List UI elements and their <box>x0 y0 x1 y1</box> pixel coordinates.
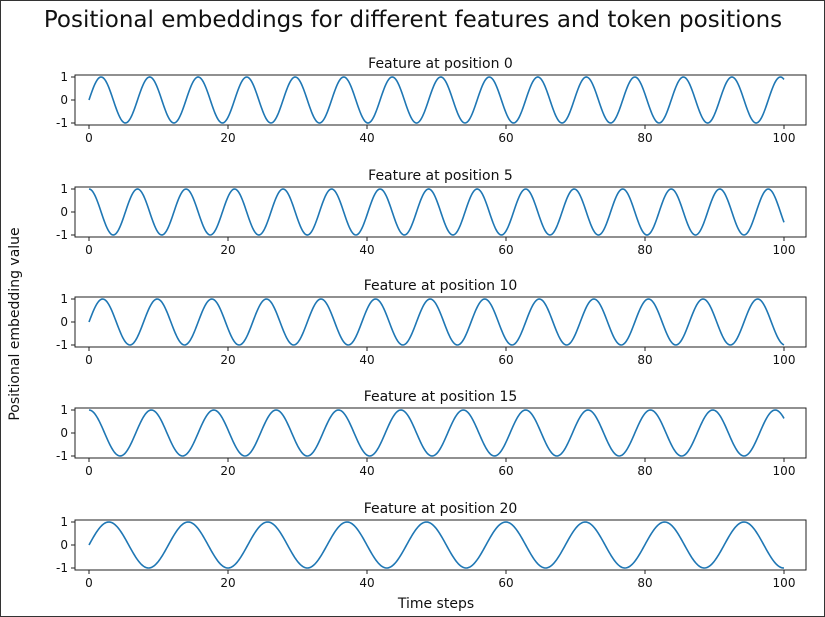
x-tick-label: 60 <box>498 576 513 590</box>
y-tick-label: -1 <box>56 449 68 463</box>
y-axis-label: Positional embedding value <box>7 227 23 420</box>
x-tick-label: 80 <box>637 464 652 478</box>
x-tick-label: 0 <box>85 576 93 590</box>
x-tick-label: 40 <box>359 464 374 478</box>
x-tick-label: 20 <box>220 464 235 478</box>
x-tick-label: 100 <box>773 576 796 590</box>
x-tick-label: 0 <box>85 131 93 145</box>
y-tick-label: 1 <box>60 292 68 306</box>
x-tick-label: 60 <box>498 464 513 478</box>
x-tick-label: 100 <box>773 353 796 367</box>
subplot-title: Feature at position 10 <box>364 278 518 294</box>
y-tick-label: -1 <box>56 116 68 130</box>
series-line <box>88 188 785 236</box>
y-tick-label: 1 <box>60 515 68 529</box>
x-tick-label: 20 <box>220 243 235 257</box>
y-tick-label: 0 <box>60 93 68 107</box>
series-line <box>88 409 785 457</box>
y-tick-label: 0 <box>60 426 68 440</box>
y-tick-label: 1 <box>60 182 68 196</box>
subplot-title: Feature at position 0 <box>368 56 513 72</box>
series-line <box>88 521 785 569</box>
subplot-4: Feature at position 20 1 0 -1 0 20 40 60 80 100 <box>56 501 807 590</box>
x-tick-label: 0 <box>85 243 93 257</box>
y-tick-label: 0 <box>60 205 68 219</box>
x-tick-label: 40 <box>359 353 374 367</box>
axes-frame <box>74 74 807 126</box>
subplot-panels: Feature at position 010-10 20 40 60 80 100Fea… <box>56 56 807 590</box>
x-tick-label: 100 <box>773 131 796 145</box>
series-line <box>88 298 785 346</box>
x-axis-label: Time steps <box>397 596 474 612</box>
x-tick-label: 20 <box>220 131 235 145</box>
y-tick-label: -1 <box>56 228 68 242</box>
x-tick-label: 60 <box>498 243 513 257</box>
subplot-2: Feature at position 10 1 0 -1 0 20 40 60 80 100 <box>56 278 807 367</box>
x-tick-label: 80 <box>637 576 652 590</box>
figure-title: Positional embeddings for different feat… <box>44 7 782 33</box>
x-tick-label: 80 <box>637 353 652 367</box>
y-tick-label: 0 <box>60 538 68 552</box>
x-tick-label: 0 <box>85 353 93 367</box>
subplot-1: Feature at position 5 1 0 -1 0 20 40 60 80 100 <box>56 168 807 257</box>
x-tick-label: 0 <box>85 464 93 478</box>
y-tick-label: -1 <box>56 338 68 352</box>
y-tick-label: 1 <box>60 70 68 84</box>
subplot-0: Feature at position 0 1 0 -1 0 20 40 60 80 100 <box>56 56 807 145</box>
subplot-title: Feature at position 15 <box>364 389 518 405</box>
subplot-3: Feature at position 15 1 0 -1 0 20 40 60 80 100 <box>56 389 807 478</box>
axes-frame <box>74 407 807 459</box>
y-tick-label: 0 <box>60 315 68 329</box>
series-line <box>88 76 785 124</box>
x-tick-label: 100 <box>773 464 796 478</box>
x-tick-label: 100 <box>773 243 796 257</box>
x-tick-label: 20 <box>220 576 235 590</box>
subplot-title: Feature at position 5 <box>368 168 513 184</box>
subplot-title: Feature at position 20 <box>364 501 518 517</box>
y-tick-label: 1 <box>60 403 68 417</box>
x-tick-label: 60 <box>498 131 513 145</box>
x-tick-label: 80 <box>637 243 652 257</box>
y-tick-label: -1 <box>56 561 68 575</box>
x-tick-label: 60 <box>498 353 513 367</box>
x-tick-label: 20 <box>220 353 235 367</box>
x-tick-label: 40 <box>359 131 374 145</box>
x-tick-label: 40 <box>359 576 374 590</box>
x-tick-label: 40 <box>359 243 374 257</box>
x-tick-label: 80 <box>637 131 652 145</box>
